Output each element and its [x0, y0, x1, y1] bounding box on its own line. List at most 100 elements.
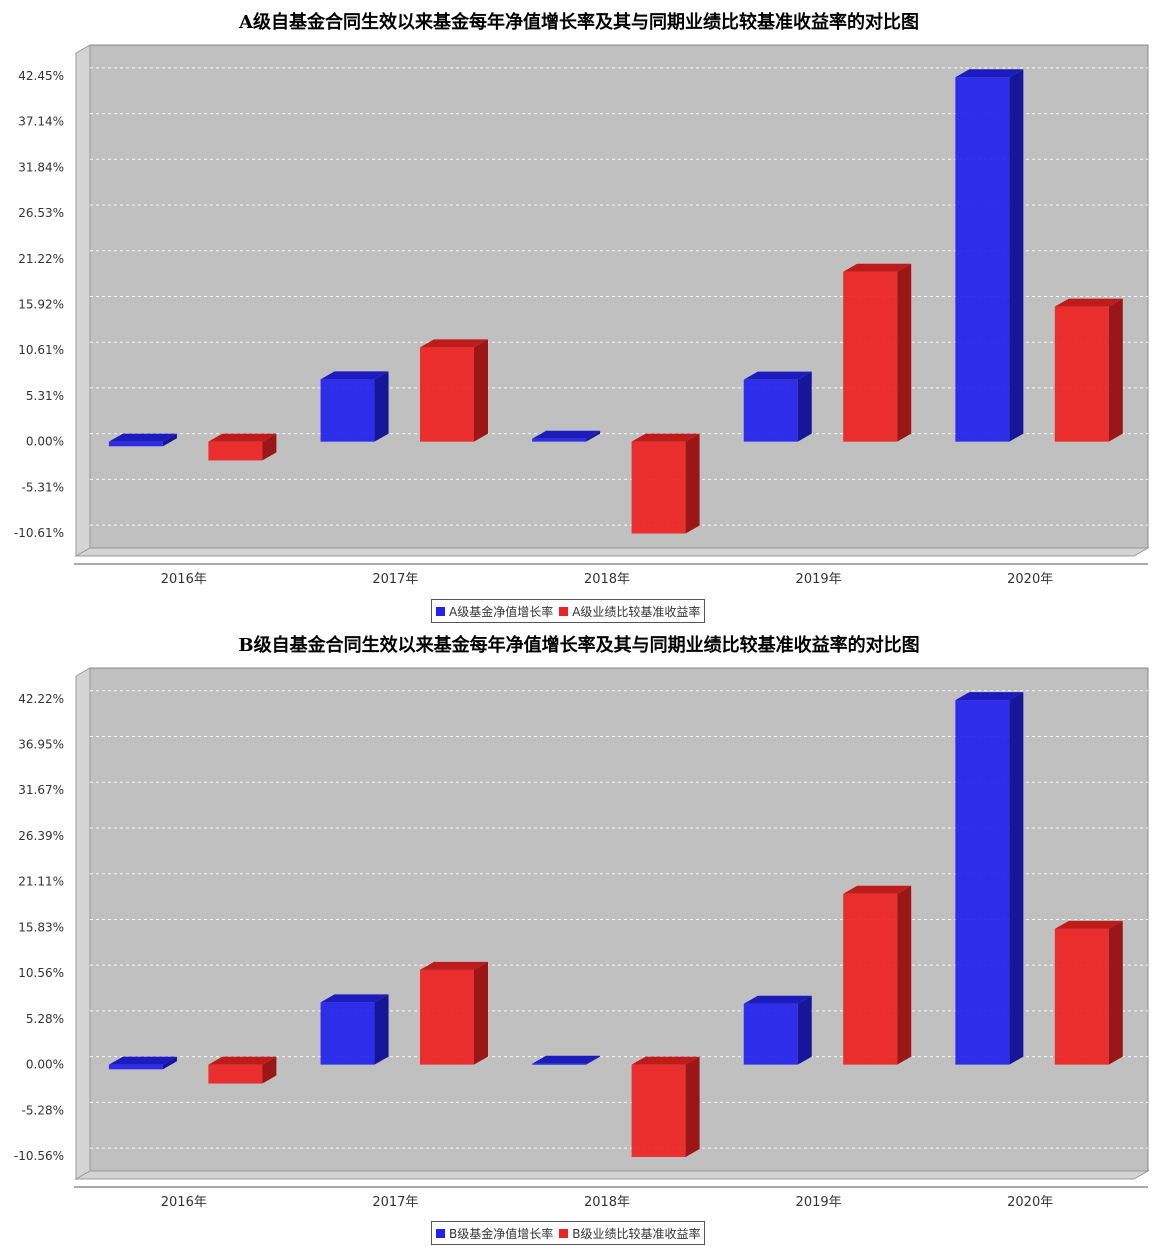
- chart-a: 42.45% 37.14% 31.84% 26.53% 21.22% 15.92% 10.6…: [14, 12, 1150, 623]
- y-tick-label: 10.61%: [18, 343, 64, 357]
- bar-top: [843, 885, 912, 894]
- bar: [631, 433, 700, 534]
- bar-side: [473, 339, 488, 442]
- y-tick-label: -5.31%: [22, 480, 64, 494]
- bar-front: [743, 379, 798, 442]
- legend-swatch-blue: [436, 1228, 445, 1238]
- bar-side: [897, 263, 912, 442]
- plot-floor: [74, 547, 1150, 557]
- bar-side: [473, 961, 488, 1065]
- y-tick-label: -5.28%: [22, 1103, 64, 1117]
- bar-front: [419, 347, 474, 442]
- bar-side: [162, 433, 177, 447]
- bar-top: [419, 961, 488, 970]
- bar-front: [1054, 928, 1109, 1065]
- y-tick-label: 26.39%: [18, 829, 64, 843]
- chart-a-legend: A级基金净值增长率 A级业绩比较基准收益率: [431, 599, 706, 623]
- y-tick-label: -10.61%: [14, 526, 64, 540]
- bar-top: [532, 430, 601, 439]
- x-tick-label: 2020年: [1007, 1195, 1053, 1210]
- bar-front: [532, 1063, 587, 1065]
- x-tick-label: 2016年: [161, 1195, 207, 1210]
- y-tick-label: 26.53%: [18, 206, 64, 220]
- bar: [419, 961, 488, 1065]
- bar-top: [1054, 920, 1123, 929]
- y-tick-label: -10.56%: [14, 1149, 64, 1163]
- x-tick-label: 2020年: [1007, 572, 1053, 587]
- bar-front: [955, 700, 1010, 1065]
- bar: [843, 885, 912, 1065]
- chart-b-legend: B级基金净值增长率 B级业绩比较基准收益率: [431, 1221, 706, 1245]
- bar-front: [631, 441, 686, 534]
- chart-a-title: A级自基金合同生效以来基金每年净值增长率及其与同期业绩比较基准收益率的对比图: [239, 12, 919, 33]
- bar: [108, 433, 177, 447]
- bar: [955, 692, 1024, 1065]
- bar-top: [743, 995, 812, 1004]
- bar-side: [797, 995, 812, 1065]
- bar: [631, 1056, 700, 1157]
- bar-front: [631, 1064, 686, 1157]
- bar-side: [262, 433, 277, 461]
- y-tick-label: 10.56%: [18, 966, 64, 980]
- y-tick-label: 21.22%: [18, 252, 64, 266]
- bar-front: [419, 969, 474, 1065]
- x-tick-label: 2016年: [161, 572, 207, 587]
- bar-front: [532, 438, 587, 442]
- plot-side-wall: [75, 44, 91, 557]
- bar: [743, 995, 812, 1065]
- legend-label: A级业绩比较基准收益率: [572, 604, 701, 619]
- bar-side: [685, 433, 700, 534]
- bar: [1054, 298, 1123, 442]
- y-tick-label: 5.28%: [26, 1012, 64, 1026]
- bar-side: [374, 371, 389, 442]
- bar-side: [797, 371, 812, 442]
- y-tick-label: 21.11%: [18, 875, 64, 889]
- x-tick-label: 2018年: [584, 572, 630, 587]
- chart-a-svg: 42.45% 37.14% 31.84% 26.53% 21.22% 15.92% 10.6…: [14, 44, 1150, 587]
- bar: [320, 371, 389, 442]
- y-tick-label: 15.92%: [18, 297, 64, 311]
- bar-front: [743, 1003, 798, 1065]
- legend-label: B级业绩比较基准收益率: [572, 1226, 701, 1241]
- bar: [955, 69, 1024, 442]
- bar-side: [1009, 69, 1024, 442]
- bar-top: [955, 692, 1024, 701]
- y-tick-label: 31.67%: [18, 783, 64, 797]
- bar-front: [208, 441, 263, 461]
- bar-front: [108, 1064, 163, 1070]
- legend-swatch-red: [559, 1228, 569, 1238]
- bar-front: [843, 893, 898, 1065]
- bar-top: [108, 1056, 177, 1065]
- y-tick-label: 0.00%: [26, 1058, 64, 1072]
- y-tick-label: 42.22%: [18, 692, 64, 706]
- chart-b-svg: 42.22% 36.95% 31.67% 26.39% 21.11% 15.83% 10.5…: [14, 667, 1150, 1210]
- bar: [419, 339, 488, 442]
- bar: [843, 263, 912, 442]
- bar-top: [108, 433, 177, 442]
- plot-side-wall: [75, 667, 91, 1180]
- chart-b: 42.22% 36.95% 31.67% 26.39% 21.11% 15.83% 10.5…: [0, 623, 1158, 1246]
- y-tick-label: 31.84%: [18, 160, 64, 174]
- bar-top: [532, 1055, 601, 1064]
- bar-side: [262, 1056, 277, 1084]
- bar-top: [743, 371, 812, 380]
- bar-top: [320, 994, 389, 1003]
- bar: [532, 430, 601, 442]
- bar-side: [897, 885, 912, 1065]
- bar: [532, 1055, 601, 1065]
- bar: [108, 1056, 177, 1070]
- bar: [743, 371, 812, 442]
- bar-side: [374, 994, 389, 1065]
- legend-swatch-red: [559, 606, 569, 616]
- bar-front: [1054, 306, 1109, 442]
- bar-front: [320, 379, 375, 442]
- bar-top: [208, 433, 277, 442]
- y-tick-label: 15.83%: [18, 920, 64, 934]
- bar-front: [843, 271, 898, 442]
- bar: [1054, 920, 1123, 1065]
- bar-top: [208, 1056, 277, 1065]
- legend-swatch-blue: [436, 606, 445, 616]
- bar: [320, 994, 389, 1065]
- y-tick-label: 42.45%: [18, 69, 64, 83]
- legend-item-nav-growth: B级基金净值增长率: [436, 1225, 553, 1242]
